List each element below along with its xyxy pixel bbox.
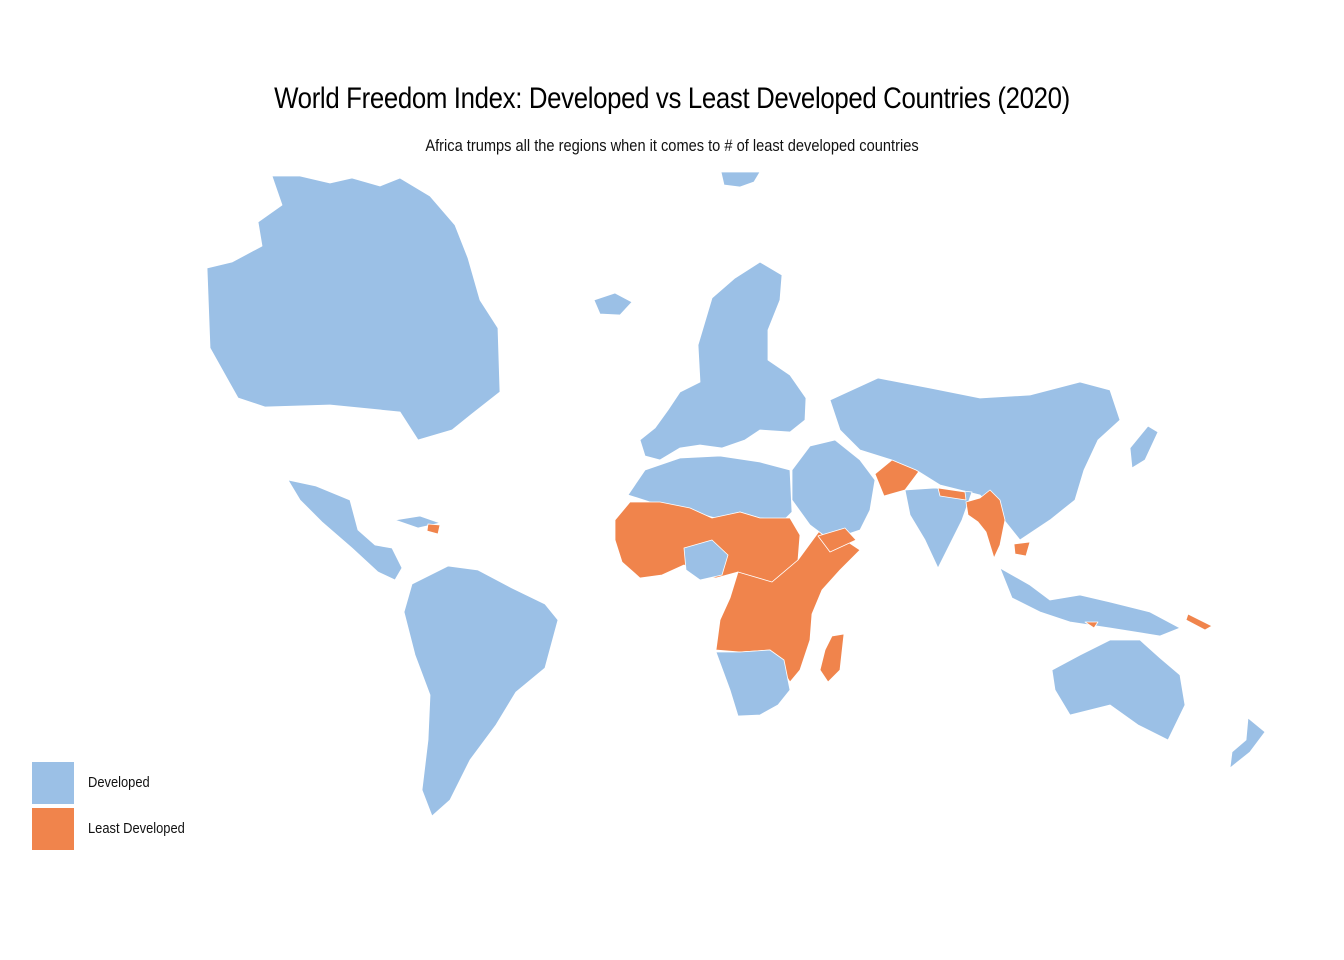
region-nepal	[937, 487, 967, 501]
region-india	[904, 487, 973, 569]
region-haiti	[426, 523, 441, 535]
map-title: World Freedom Index: Developed vs Least …	[274, 82, 1070, 115]
legend-label-developed: Developed	[88, 774, 150, 791]
legend-label-least-developed: Least Developed	[88, 820, 185, 837]
region-southern-africa	[715, 649, 791, 717]
region-russia-asia	[829, 377, 1121, 541]
region-australia	[1051, 639, 1186, 741]
region-greenland	[720, 171, 761, 188]
legend-swatch-developed	[32, 762, 74, 804]
region-maritime-se-asia	[999, 567, 1181, 637]
region-south-america	[403, 565, 559, 817]
region-cambodia	[1013, 541, 1031, 557]
region-central-east-africa	[715, 529, 861, 683]
region-bangladesh-myanmar	[965, 489, 1006, 559]
region-solomon-islands	[1185, 613, 1213, 631]
region-yemen	[817, 527, 857, 553]
region-north-america	[206, 175, 501, 441]
region-iceland	[593, 292, 633, 316]
region-central-america	[287, 479, 403, 581]
region-japan	[1129, 425, 1159, 469]
region-europe	[639, 261, 807, 461]
legend-swatch-least-developed	[32, 808, 74, 850]
region-nigeria	[683, 539, 729, 581]
map-subtitle: Africa trumps all the regions when it co…	[425, 136, 919, 155]
region-middle-east	[791, 439, 876, 541]
region-madagascar	[819, 633, 845, 683]
region-timor-leste	[1084, 621, 1099, 629]
region-new-zealand	[1229, 717, 1266, 769]
